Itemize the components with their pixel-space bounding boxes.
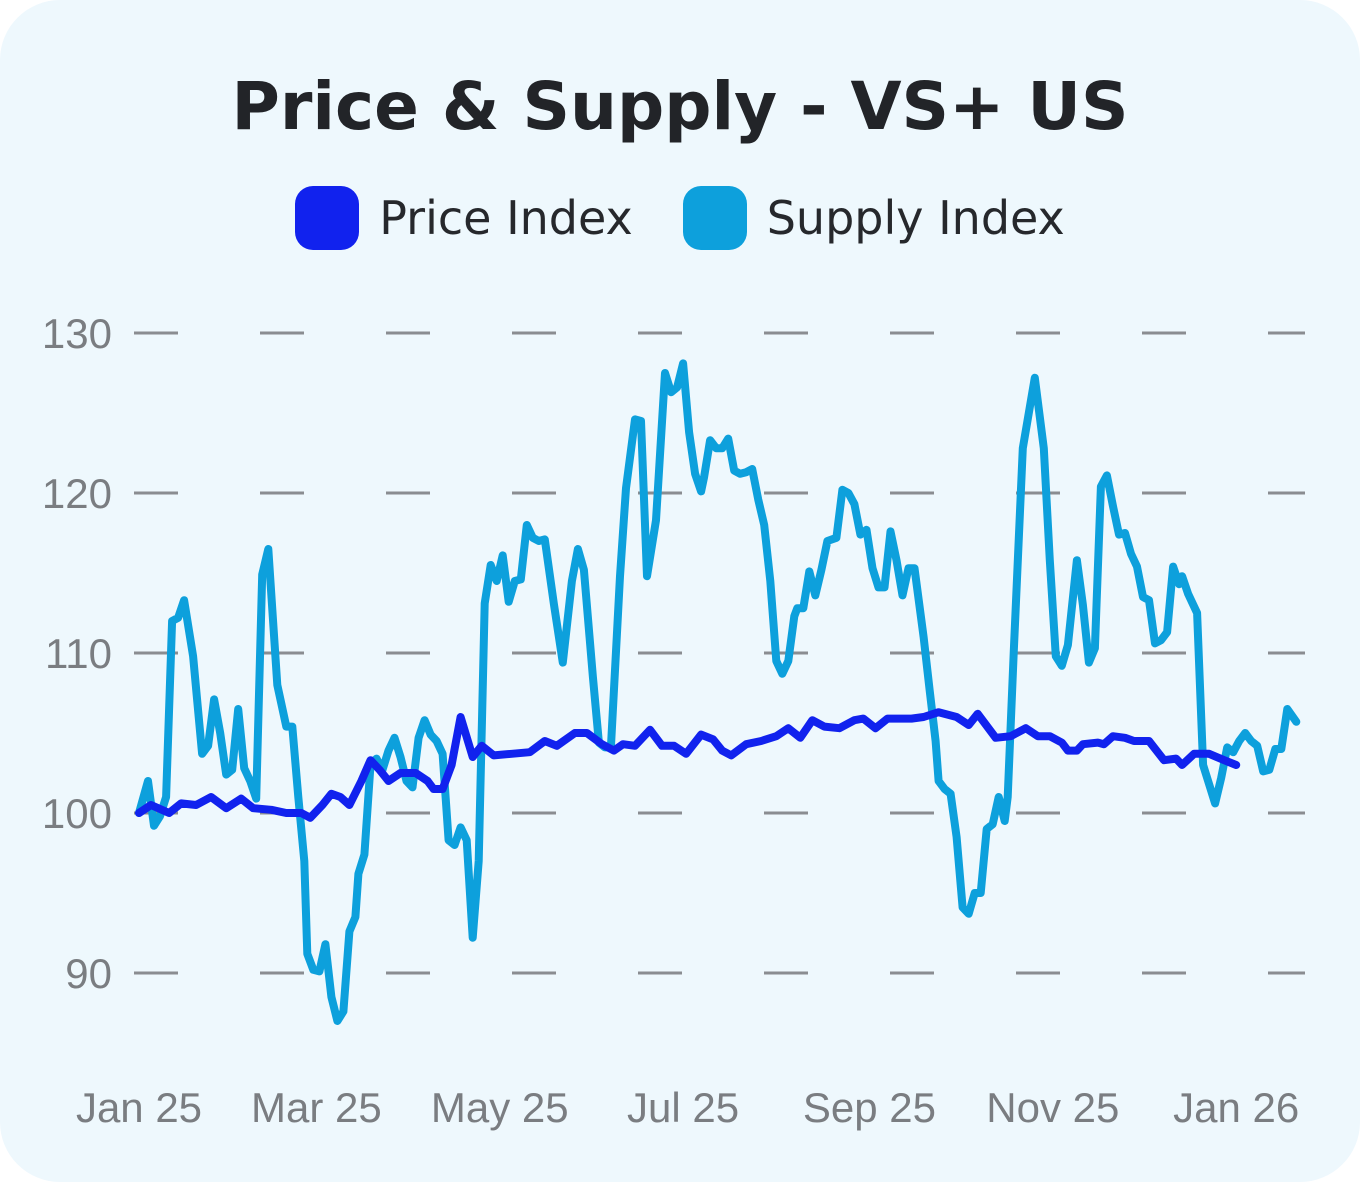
y-tick-label: 120 xyxy=(42,470,112,517)
x-tick-label: Jul 25 xyxy=(627,1084,739,1131)
y-tick-label: 110 xyxy=(45,630,112,677)
legend-label-supply: Supply Index xyxy=(766,191,1065,245)
x-tick-label: Nov 25 xyxy=(986,1084,1119,1131)
x-tick-label: Mar 25 xyxy=(251,1084,382,1131)
chart-title: Price & Supply - VS+ US xyxy=(231,68,1129,145)
series-line-price-index[interactable] xyxy=(135,708,1241,822)
legend-swatch-price xyxy=(295,186,360,250)
y-tick-label: 90 xyxy=(65,950,112,997)
series-line-supply-index[interactable] xyxy=(135,359,1301,1025)
legend: Price Index Supply Index xyxy=(0,186,1360,250)
x-tick-label: May 25 xyxy=(431,1084,569,1131)
legend-item-price[interactable]: Price Index xyxy=(295,186,633,250)
y-tick-label: 130 xyxy=(42,310,112,357)
y-tick-label: 100 xyxy=(42,790,112,837)
x-tick-label: Jan 25 xyxy=(76,1084,202,1131)
legend-swatch-supply xyxy=(682,186,747,250)
legend-label-price: Price Index xyxy=(379,191,633,245)
x-tick-label: Jan 26 xyxy=(1173,1084,1299,1131)
legend-item-supply[interactable]: Supply Index xyxy=(682,186,1065,250)
x-tick-label: Sep 25 xyxy=(803,1084,936,1131)
